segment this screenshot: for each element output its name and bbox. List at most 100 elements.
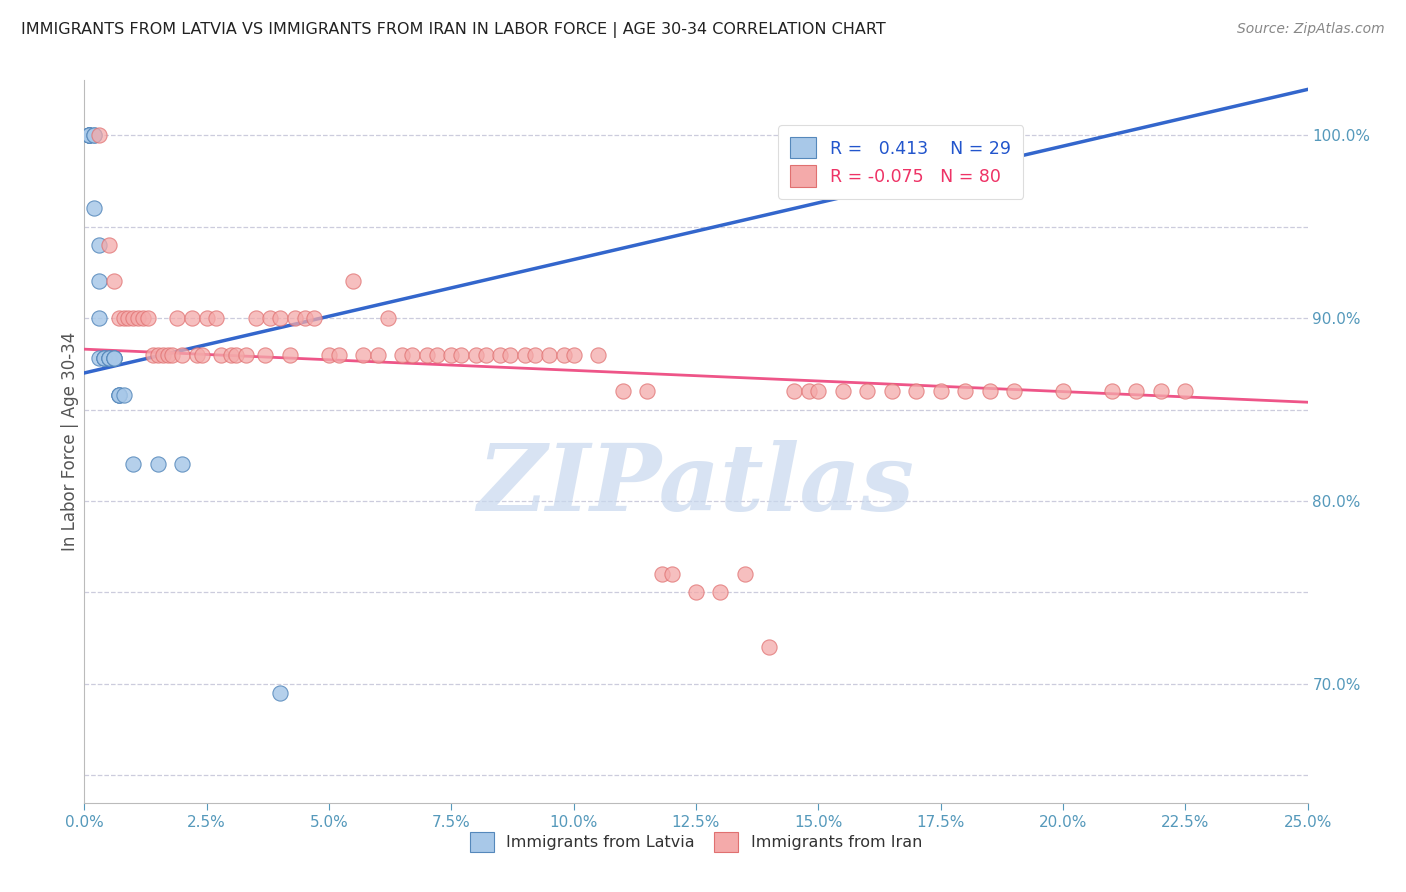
Point	[709, 585, 731, 599]
Point	[77, 128, 100, 143]
Point	[107, 311, 129, 326]
Point	[103, 275, 125, 289]
Point	[136, 311, 159, 326]
Point	[142, 348, 165, 362]
Point	[209, 348, 232, 362]
Point	[352, 348, 374, 362]
Point	[132, 311, 155, 326]
Point	[831, 384, 853, 399]
Point	[1174, 384, 1197, 399]
Point	[97, 238, 120, 252]
Point	[103, 351, 125, 366]
Point	[87, 311, 110, 326]
Point	[651, 567, 673, 582]
Point	[181, 311, 204, 326]
Point	[87, 238, 110, 252]
Point	[562, 348, 585, 362]
Point	[450, 348, 472, 362]
Point	[112, 311, 135, 326]
Point	[391, 348, 413, 362]
Text: IMMIGRANTS FROM LATVIA VS IMMIGRANTS FROM IRAN IN LABOR FORCE | AGE 30-34 CORREL: IMMIGRANTS FROM LATVIA VS IMMIGRANTS FRO…	[21, 22, 886, 38]
Point	[523, 348, 546, 362]
Point	[97, 351, 120, 366]
Point	[122, 458, 145, 472]
Point	[235, 348, 257, 362]
Point	[146, 348, 169, 362]
Point	[586, 348, 609, 362]
Point	[166, 311, 188, 326]
Point	[195, 311, 218, 326]
Point	[83, 202, 105, 216]
Point	[464, 348, 486, 362]
Point	[269, 311, 291, 326]
Point	[318, 348, 340, 362]
Point	[685, 585, 707, 599]
Point	[367, 348, 389, 362]
Point	[103, 351, 125, 366]
Point	[440, 348, 463, 362]
Point	[489, 348, 512, 362]
Point	[112, 388, 135, 402]
Point	[284, 311, 307, 326]
Point	[1150, 384, 1173, 399]
Point	[401, 348, 423, 362]
Point	[219, 348, 242, 362]
Point	[880, 384, 903, 399]
Legend: Immigrants from Latvia, Immigrants from Iran: Immigrants from Latvia, Immigrants from …	[461, 824, 931, 860]
Point	[636, 384, 658, 399]
Point	[416, 348, 439, 362]
Point	[107, 388, 129, 402]
Point	[107, 388, 129, 402]
Point	[122, 311, 145, 326]
Point	[191, 348, 214, 362]
Point	[245, 311, 267, 326]
Point	[186, 348, 208, 362]
Point	[328, 348, 350, 362]
Point	[342, 275, 364, 289]
Point	[661, 567, 683, 582]
Point	[87, 275, 110, 289]
Point	[856, 384, 879, 399]
Point	[87, 128, 110, 143]
Point	[979, 384, 1001, 399]
Point	[205, 311, 228, 326]
Point	[612, 384, 634, 399]
Point	[513, 348, 536, 362]
Point	[77, 128, 100, 143]
Point	[807, 384, 830, 399]
Point	[1052, 384, 1074, 399]
Point	[304, 311, 326, 326]
Point	[426, 348, 449, 362]
Point	[538, 348, 561, 362]
Point	[474, 348, 496, 362]
Point	[259, 311, 281, 326]
Point	[152, 348, 174, 362]
Point	[254, 348, 277, 362]
Point	[146, 458, 169, 472]
Point	[797, 384, 820, 399]
Point	[377, 311, 399, 326]
Point	[87, 351, 110, 366]
Point	[499, 348, 522, 362]
Point	[1125, 384, 1147, 399]
Text: ZIPatlas: ZIPatlas	[478, 440, 914, 530]
Point	[929, 384, 952, 399]
Point	[83, 128, 105, 143]
Point	[172, 348, 194, 362]
Point	[553, 348, 575, 362]
Point	[953, 384, 976, 399]
Point	[225, 348, 247, 362]
Point	[83, 128, 105, 143]
Point	[93, 351, 115, 366]
Point	[269, 686, 291, 700]
Point	[156, 348, 179, 362]
Point	[77, 128, 100, 143]
Point	[734, 567, 756, 582]
Point	[1101, 384, 1123, 399]
Text: Source: ZipAtlas.com: Source: ZipAtlas.com	[1237, 22, 1385, 37]
Point	[905, 384, 928, 399]
Point	[103, 351, 125, 366]
Point	[783, 384, 806, 399]
Point	[278, 348, 301, 362]
Point	[93, 351, 115, 366]
